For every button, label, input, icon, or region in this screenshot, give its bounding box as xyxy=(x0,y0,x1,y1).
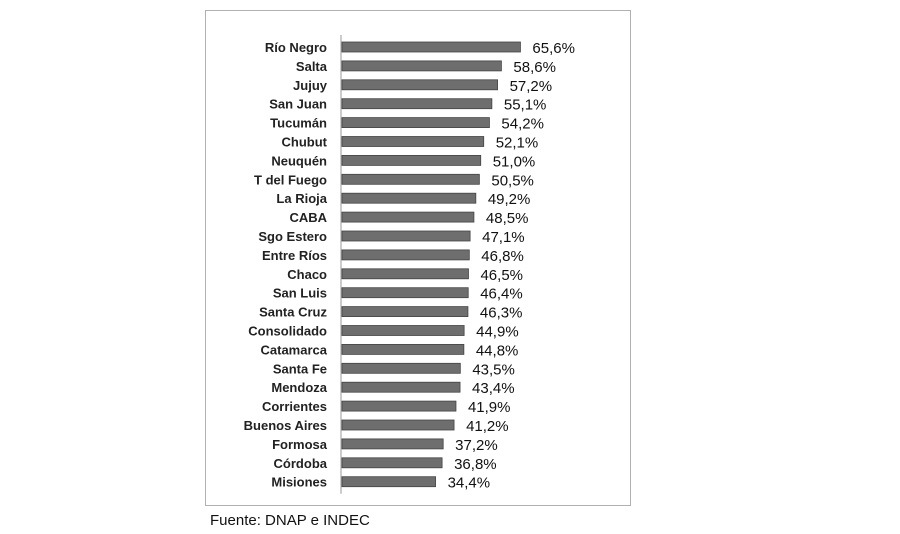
category-label: Neuquén xyxy=(271,153,327,168)
bar xyxy=(341,192,477,204)
bar xyxy=(341,306,469,318)
bar xyxy=(341,457,443,469)
category-label: Corrientes xyxy=(262,399,327,414)
bar xyxy=(341,438,444,450)
data-label: 41,2% xyxy=(466,418,509,435)
data-label: 44,8% xyxy=(476,342,519,359)
category-label: Santa Fe xyxy=(273,361,327,376)
category-label: T del Fuego xyxy=(254,172,327,187)
data-label: 51,0% xyxy=(493,153,536,170)
category-label: San Luis xyxy=(273,286,327,301)
bar xyxy=(341,41,521,53)
chart-frame xyxy=(205,10,631,506)
bar xyxy=(341,381,461,393)
data-label: 48,5% xyxy=(486,210,529,227)
bar xyxy=(341,154,482,166)
category-label: Santa Cruz xyxy=(259,305,327,320)
data-label: 46,8% xyxy=(481,248,524,265)
data-label: 44,9% xyxy=(476,324,519,341)
category-label: CABA xyxy=(289,210,327,225)
category-label: Córdoba xyxy=(274,456,328,471)
bar xyxy=(341,136,485,147)
source-note: Fuente: DNAP e INDEC xyxy=(210,512,370,529)
data-label: 46,4% xyxy=(480,286,523,303)
bar xyxy=(341,173,480,185)
bar xyxy=(341,287,469,299)
data-label: 49,2% xyxy=(488,191,531,208)
bar xyxy=(341,211,475,223)
bar xyxy=(341,98,493,110)
category-label: Jujuy xyxy=(293,78,328,93)
category-label: Chaco xyxy=(287,267,327,282)
category-label: Río Negro xyxy=(265,40,327,55)
data-label: 55,1% xyxy=(504,97,547,114)
bar xyxy=(341,419,455,431)
data-label: 43,4% xyxy=(472,380,515,397)
bar xyxy=(341,362,461,374)
bar xyxy=(341,268,469,280)
data-label: 54,2% xyxy=(501,116,544,133)
bar xyxy=(341,60,502,72)
data-label: 57,2% xyxy=(510,78,553,95)
data-label: 46,3% xyxy=(480,305,523,322)
data-label: 58,6% xyxy=(513,59,556,76)
data-label: 36,8% xyxy=(454,456,497,473)
bar xyxy=(341,343,465,355)
data-label: 47,1% xyxy=(482,229,525,246)
bar xyxy=(341,117,490,128)
category-label: Catamarca xyxy=(261,342,328,357)
data-label: 34,4% xyxy=(448,475,491,492)
data-label: 46,5% xyxy=(480,267,523,284)
category-label: Sgo Estero xyxy=(258,229,327,244)
category-label: La Rioja xyxy=(276,191,327,206)
category-label: Tucumán xyxy=(270,116,327,131)
category-label: Entre Ríos xyxy=(262,248,327,263)
bar xyxy=(341,79,498,91)
category-label: Buenos Aires xyxy=(244,418,327,433)
bar xyxy=(341,325,465,336)
data-label: 37,2% xyxy=(455,437,498,454)
data-label: 52,1% xyxy=(496,135,539,152)
category-label: Formosa xyxy=(272,437,328,452)
data-label: 43,5% xyxy=(472,361,515,378)
bar xyxy=(341,230,471,242)
bar xyxy=(341,476,436,488)
data-label: 41,9% xyxy=(468,399,511,416)
category-label: Mendoza xyxy=(271,380,327,395)
bar xyxy=(341,249,470,261)
category-label: Chubut xyxy=(282,135,328,150)
category-label: Salta xyxy=(296,59,328,74)
bar xyxy=(341,400,457,412)
category-label: Misiones xyxy=(271,475,327,490)
data-label: 65,6% xyxy=(532,40,575,57)
data-label: 50,5% xyxy=(491,172,534,189)
category-label: San Juan xyxy=(269,97,327,112)
category-label: Consolidado xyxy=(248,324,327,339)
